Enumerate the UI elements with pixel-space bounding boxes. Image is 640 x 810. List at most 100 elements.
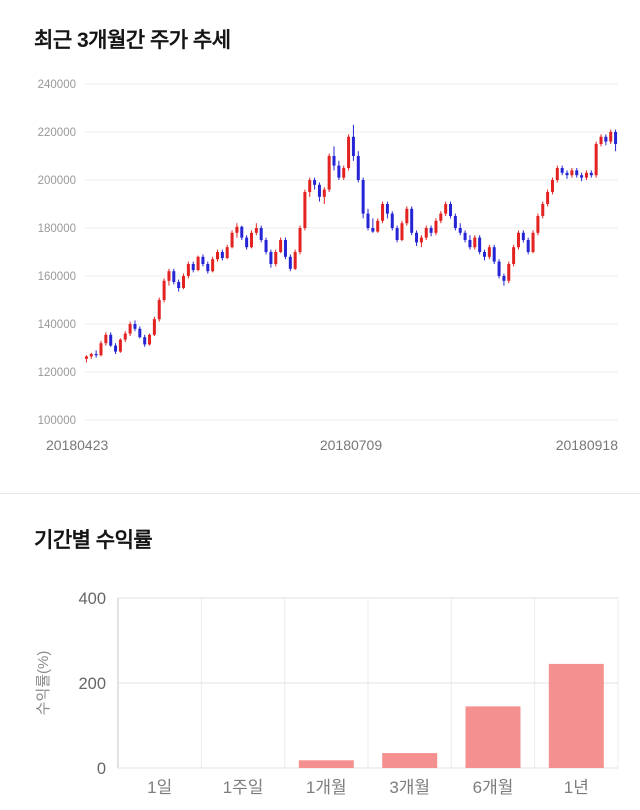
candle-body [279, 240, 283, 252]
candle-body [157, 300, 161, 320]
candle-body [473, 237, 477, 248]
bar [548, 663, 604, 768]
x-category-label: 6개월 [473, 778, 514, 797]
price-trend-section: 최근 3개월간 주가 추세 100000 120000 140000 160000 18… [34, 29, 619, 453]
candle-body [580, 175, 584, 178]
candle-body [512, 247, 516, 264]
y-tick-label: 200 [78, 675, 106, 693]
candle-body [118, 339, 122, 352]
candle-body [415, 232, 419, 243]
candle-body [298, 228, 302, 252]
candle-body [376, 220, 380, 232]
candle-body [444, 204, 448, 214]
candle-body [167, 271, 171, 281]
returns-bar-svg: 0 200 400 1일 1주일 1개월 3개월 6개월 1년 수익률(%) [35, 590, 619, 797]
candle-body [555, 168, 559, 180]
x-tick-label: 20180918 [556, 437, 619, 453]
candle-body [288, 256, 292, 269]
candle-body [483, 252, 487, 257]
candle-body [502, 276, 506, 281]
candle-body [245, 237, 249, 248]
bar-grid: 0 200 400 [78, 590, 619, 778]
candle-body [264, 240, 268, 252]
candlestick-svg: 100000 120000 140000 160000 180000 200000 2200… [38, 79, 619, 453]
candle-body [293, 252, 297, 269]
candle-body [114, 345, 118, 352]
candle-body [104, 334, 108, 344]
bar [298, 760, 354, 768]
candle-body [240, 226, 244, 238]
y-tick-label: 200000 [38, 175, 76, 187]
candle-body [283, 240, 287, 257]
returns-section: 기간별 수익률 0 200 400 1일 1주일 1개월 3개월 6개월 1년 수익률(%) [0, 494, 640, 809]
candle-body [541, 204, 545, 216]
candle-body [342, 168, 346, 178]
x-category-label: 1개월 [306, 778, 347, 797]
candle-body [196, 256, 200, 270]
candle-body [143, 337, 147, 345]
candle-body [487, 247, 491, 257]
y-tick-label: 180000 [38, 223, 76, 235]
bars [298, 663, 604, 768]
candle-body [400, 223, 404, 240]
returns-bar-chart: 0 200 400 1일 1주일 1개월 3개월 6개월 1년 수익률(%) [0, 554, 640, 809]
candle-body [84, 356, 88, 359]
y-tick-label: 100000 [38, 415, 76, 427]
candle-body [361, 180, 365, 214]
candle-body [191, 264, 195, 270]
candle-body [172, 271, 176, 282]
candle-body [138, 328, 142, 338]
x-category-label: 3개월 [389, 778, 430, 797]
x-category-label: 1년 [564, 778, 589, 797]
candle-body [327, 156, 331, 190]
candle-body [259, 228, 263, 240]
candle-body [550, 180, 554, 192]
candle-body [322, 189, 326, 197]
candle-body [458, 228, 462, 233]
candle-body [565, 172, 569, 176]
candle-body [216, 252, 220, 260]
candle-body [453, 216, 457, 228]
candle-body [332, 156, 336, 166]
candle-body [303, 192, 307, 228]
candle-body [614, 132, 618, 144]
candle-body [410, 208, 414, 233]
candle-body [599, 136, 603, 144]
candle-body [546, 192, 550, 204]
y-tick-label: 220000 [38, 127, 76, 139]
candle-body [507, 264, 511, 281]
candle-grid: 100000 120000 140000 160000 180000 200000 2200… [38, 79, 618, 427]
candle-body [206, 264, 210, 272]
candle-body [429, 228, 433, 233]
candle-body [371, 228, 375, 232]
bar [382, 753, 438, 768]
candle-body [220, 252, 224, 258]
candle-body [89, 354, 93, 357]
candle-body [516, 232, 520, 248]
candle-body [531, 232, 535, 252]
candle-body [308, 180, 312, 192]
candle-body [381, 204, 385, 221]
candle-body [128, 324, 132, 334]
candle-body [395, 228, 399, 240]
x-tick-label: 20180423 [46, 437, 109, 453]
candle-body [366, 213, 370, 228]
candle-body [94, 354, 98, 356]
candle-body [347, 136, 351, 168]
candle-body [594, 144, 598, 176]
candle-body [186, 264, 190, 276]
candle-body [230, 232, 234, 248]
candle-body [177, 282, 181, 288]
candle-body [99, 343, 103, 356]
candle-body [536, 216, 540, 233]
y-tick-label: 160000 [38, 271, 76, 283]
candle-body [317, 184, 321, 197]
candle-body [424, 228, 428, 238]
candle-body [385, 204, 389, 214]
candle-body [609, 132, 613, 142]
candle-body [521, 232, 525, 240]
candle-body [235, 226, 239, 233]
candle-body [356, 156, 360, 180]
candle-body [269, 252, 273, 264]
